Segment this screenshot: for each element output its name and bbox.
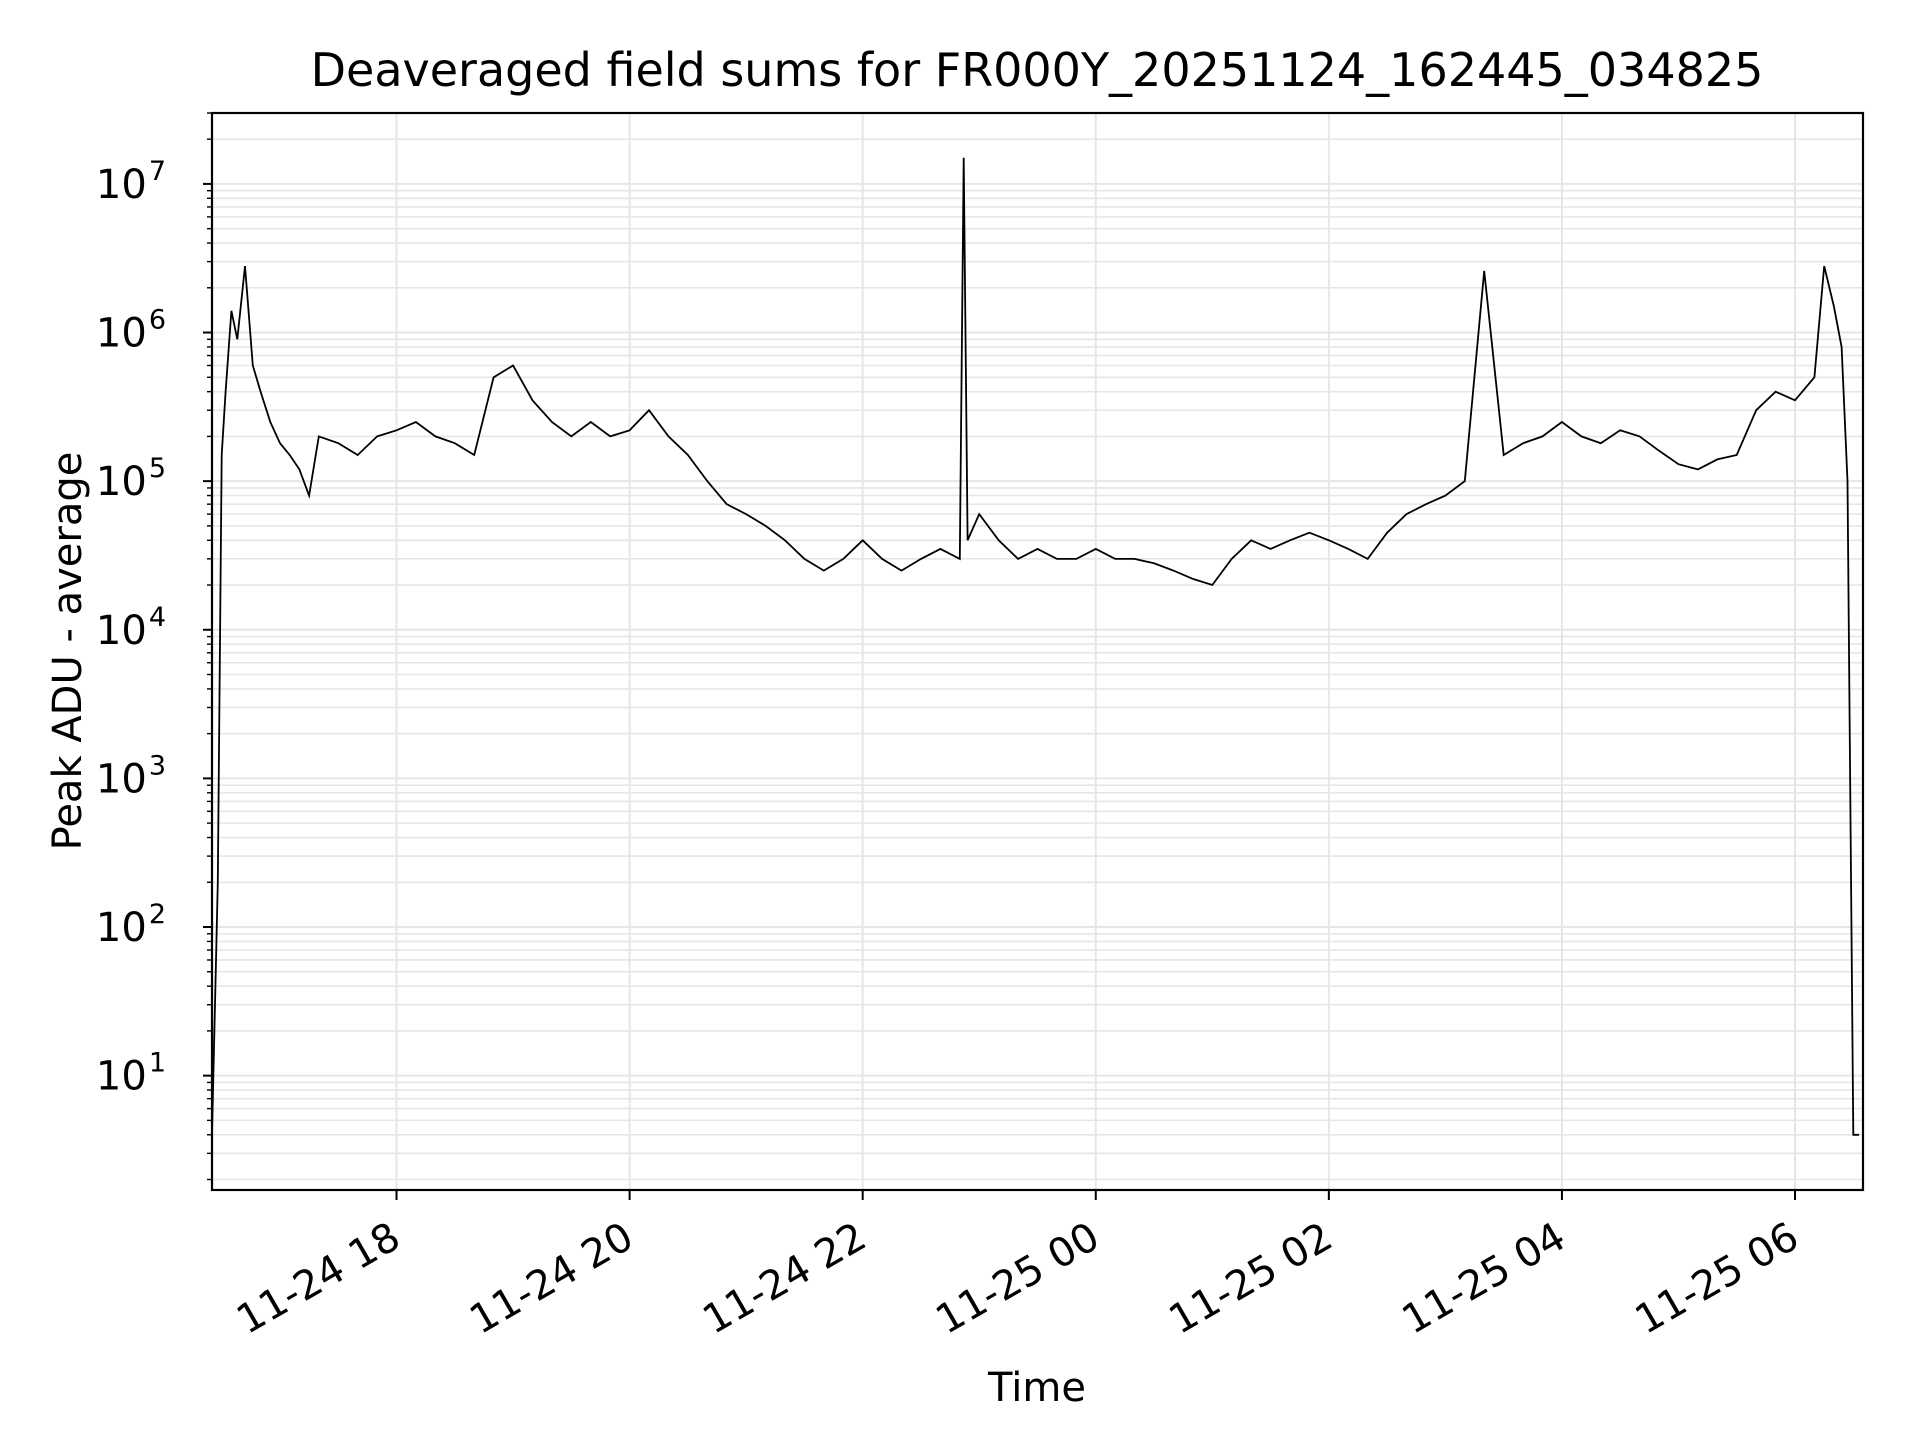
y-tick-label-base: 10 (96, 905, 147, 951)
y-tick-label: 10 (96, 311, 147, 357)
y-tick-label: 10 (96, 608, 147, 654)
y-tick-label-exponent: 2 (149, 899, 166, 930)
grid-layer (212, 112, 1863, 1190)
y-tick-label: 10 (96, 905, 147, 951)
chart-title: Deaveraged field sums for FR000Y_2025112… (311, 43, 1764, 97)
y-axis-label: Peak ADU - average (45, 452, 91, 851)
y-tick-label-base: 10 (96, 459, 147, 505)
y-tick-label: 10 (96, 756, 147, 802)
y-tick-label: 10 (96, 162, 147, 208)
series-layer (211, 157, 1860, 1136)
y-tick-label-base: 10 (96, 311, 147, 357)
y-tick-label-base: 10 (96, 756, 147, 802)
y-tick-label: 10 (96, 459, 147, 505)
y-tick-label-exponent: 3 (149, 750, 166, 781)
y-tick-label-exponent: 5 (149, 453, 166, 484)
y-tick-label-exponent: 7 (149, 156, 166, 187)
y-tick-label-exponent: 6 (149, 305, 166, 336)
plot-frame (210, 111, 1865, 1192)
series-line (211, 157, 1860, 1136)
y-tick-label-base: 10 (96, 162, 147, 208)
y-tick-label-exponent: 1 (149, 1048, 166, 1079)
x-axis-label: Time (987, 1365, 1086, 1411)
y-tick-label-base: 10 (96, 608, 147, 654)
y-tick-label-base: 10 (96, 1054, 147, 1100)
y-tick-label-exponent: 4 (149, 602, 166, 633)
y-tick-label: 10 (96, 1054, 147, 1100)
